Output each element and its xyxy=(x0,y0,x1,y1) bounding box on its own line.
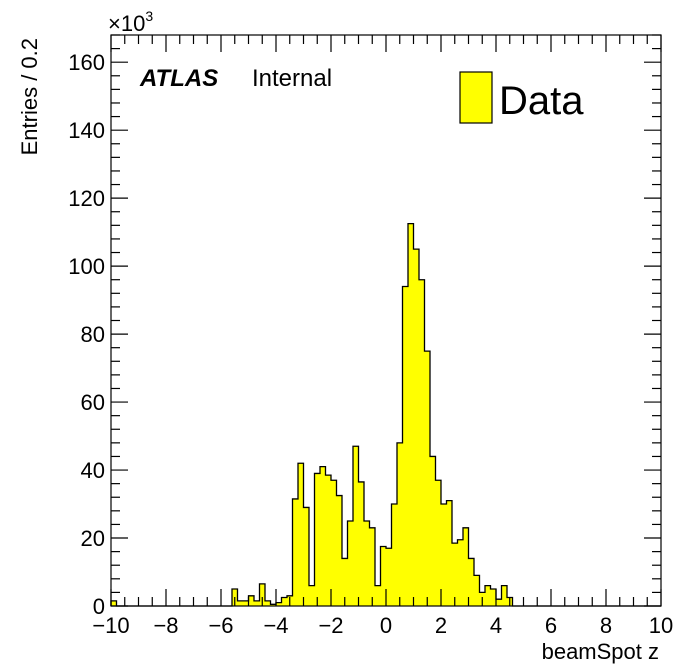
histogram-bin xyxy=(369,527,375,606)
histogram-bin xyxy=(364,521,370,606)
histogram-bin xyxy=(463,527,469,606)
histogram-bin xyxy=(254,600,260,606)
histogram-bin xyxy=(353,446,359,606)
histogram-bin xyxy=(309,585,315,606)
histogram-bin xyxy=(386,548,392,606)
histogram-bin xyxy=(402,286,408,606)
x-tick-label: 10 xyxy=(649,613,673,638)
histogram-bin xyxy=(446,500,452,606)
x-tick-labels: −10 −8 −6 −4 −2 0 2 4 6 8 10 xyxy=(92,613,673,638)
histogram-bin xyxy=(270,604,276,606)
atlas-label: ATLAS xyxy=(139,65,218,92)
y-tick-label: 20 xyxy=(81,526,105,551)
histogram-bin xyxy=(292,498,298,606)
legend-swatch-data xyxy=(459,71,493,124)
histogram-bin xyxy=(375,585,381,606)
histogram-bin xyxy=(331,480,337,606)
y-tick-label: 40 xyxy=(81,458,105,483)
histogram-bin xyxy=(452,543,458,606)
histogram-bin xyxy=(441,504,447,606)
histogram-bin xyxy=(347,521,353,606)
histogram-bin xyxy=(468,558,474,606)
x-tick-label: 0 xyxy=(380,613,392,638)
legend: Data xyxy=(459,71,584,124)
histogram-bin xyxy=(424,351,430,606)
y-tick-labels: 0 20 40 60 80 100 120 140 160 xyxy=(68,50,105,619)
histogram-bin xyxy=(430,456,436,606)
histogram-bin xyxy=(501,585,507,606)
histogram-bin xyxy=(237,600,243,606)
histogram-bin xyxy=(314,473,320,606)
histogram-bars xyxy=(110,222,661,607)
histogram-bin xyxy=(358,481,364,606)
legend-label-data: Data xyxy=(499,79,584,123)
histogram-bin xyxy=(457,539,463,606)
y-tick-label: 160 xyxy=(68,50,105,75)
histogram-bin xyxy=(408,223,414,607)
y-tick-label: 0 xyxy=(93,594,105,619)
y-axis-multiplier-base: ×10 xyxy=(108,11,145,36)
histogram-bin xyxy=(265,600,271,606)
histogram-bin xyxy=(320,466,326,606)
histogram-bin xyxy=(391,504,397,606)
x-tick-label: 6 xyxy=(545,613,557,638)
histogram-bin xyxy=(111,600,117,606)
x-tick-label: −2 xyxy=(318,613,343,638)
histogram-bin xyxy=(474,575,480,606)
histogram-bin xyxy=(342,558,348,606)
atlas-status-label: Internal xyxy=(252,65,332,92)
histogram-bin xyxy=(413,249,419,606)
histogram-bin xyxy=(419,279,425,606)
y-tick-label: 120 xyxy=(68,186,105,211)
histogram-bin xyxy=(248,595,254,606)
y-axis-multiplier: ×103 xyxy=(108,8,153,36)
y-axis-multiplier-exponent: 3 xyxy=(145,8,153,24)
histogram-bin xyxy=(496,599,502,606)
y-axis-title: Entries / 0.2 xyxy=(17,38,42,155)
y-tick-label: 100 xyxy=(68,254,105,279)
histogram-bin xyxy=(485,585,491,606)
histogram-bin xyxy=(490,589,496,606)
histogram-bin xyxy=(303,507,309,606)
x-axis-title: beamSpot z xyxy=(542,639,659,664)
x-tick-label: −6 xyxy=(208,613,233,638)
histogram-bin xyxy=(435,480,441,606)
histogram-bin xyxy=(259,583,265,606)
y-tick-label: 80 xyxy=(81,322,105,347)
x-tick-label: 2 xyxy=(435,613,447,638)
histogram-outline xyxy=(110,222,661,607)
x-tick-label: −10 xyxy=(92,613,129,638)
histogram-bin xyxy=(397,442,403,606)
x-tick-label: −8 xyxy=(153,613,178,638)
plot-frame xyxy=(110,34,662,607)
x-tick-label: 8 xyxy=(600,613,612,638)
histogram-bin xyxy=(298,463,304,606)
histogram-bin xyxy=(243,600,249,606)
histogram-bin xyxy=(380,546,386,606)
x-tick-label: −4 xyxy=(263,613,288,638)
y-tick-label: 60 xyxy=(81,390,105,415)
x-tick-label: 4 xyxy=(490,613,502,638)
histogram-bin xyxy=(336,495,342,606)
histogram-bin xyxy=(276,602,282,606)
histogram-bin xyxy=(325,475,331,606)
histogram-bin xyxy=(281,597,287,606)
y-tick-label: 140 xyxy=(68,118,105,143)
